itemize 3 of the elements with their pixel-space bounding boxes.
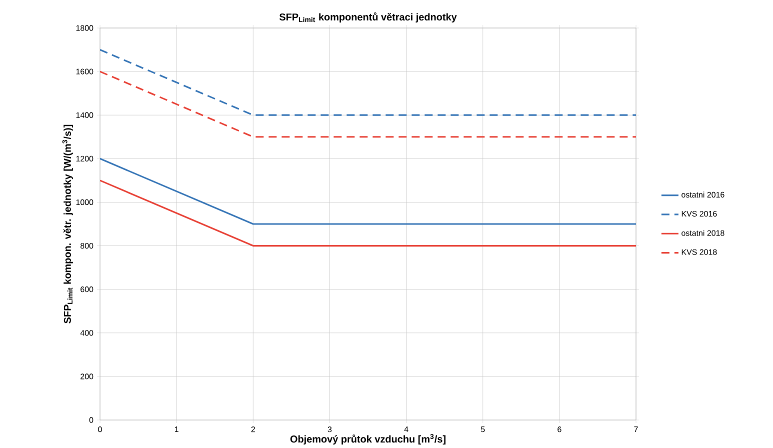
chart-title: SFP$_{Limit}$ komponentů větraci jednotky	[279, 12, 457, 22]
y-axis-title: SFP$_{Limit}$ kompon. větr. jednotky [W/(m$^{3}$/s)]	[62, 124, 73, 324]
x-axis-title: Objemový průtok vzduchu [m$^{3}$/s]	[290, 434, 446, 445]
